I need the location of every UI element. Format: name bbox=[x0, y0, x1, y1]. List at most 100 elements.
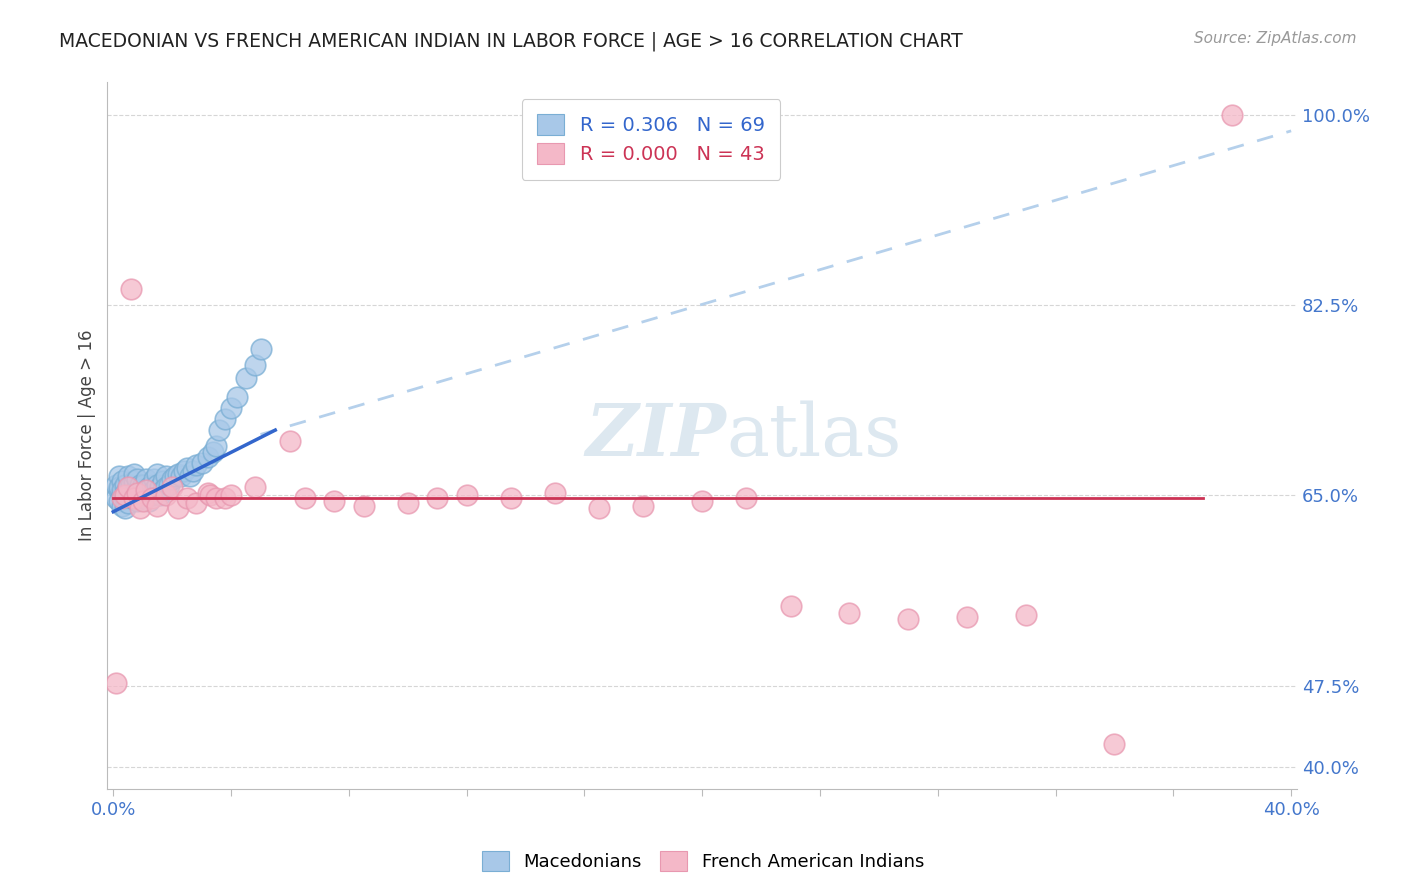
Point bbox=[111, 491, 134, 505]
Point bbox=[149, 488, 172, 502]
Point bbox=[125, 472, 148, 486]
Point bbox=[205, 491, 228, 505]
Point bbox=[1015, 608, 1038, 623]
Point bbox=[294, 491, 316, 505]
Point bbox=[141, 491, 163, 505]
Point bbox=[544, 486, 567, 500]
Point bbox=[176, 491, 198, 505]
Point bbox=[197, 486, 219, 500]
Point bbox=[122, 491, 145, 505]
Point bbox=[125, 480, 148, 494]
Point bbox=[167, 501, 190, 516]
Point bbox=[122, 467, 145, 481]
Point bbox=[167, 467, 190, 481]
Point bbox=[146, 477, 169, 491]
Point bbox=[143, 483, 166, 497]
Point bbox=[132, 477, 155, 491]
Point bbox=[152, 483, 174, 497]
Y-axis label: In Labor Force | Age > 16: In Labor Force | Age > 16 bbox=[79, 330, 96, 541]
Point bbox=[226, 391, 249, 405]
Point bbox=[138, 480, 160, 494]
Point bbox=[128, 501, 150, 516]
Point bbox=[1104, 737, 1126, 751]
Point bbox=[214, 412, 236, 426]
Text: ZIP: ZIP bbox=[585, 400, 725, 471]
Point bbox=[108, 480, 131, 494]
Point bbox=[114, 477, 136, 491]
Point bbox=[125, 493, 148, 508]
Point bbox=[138, 493, 160, 508]
Legend: R = 0.306   N = 69, R = 0.000   N = 43: R = 0.306 N = 69, R = 0.000 N = 43 bbox=[522, 99, 780, 180]
Point bbox=[135, 472, 157, 486]
Point bbox=[396, 496, 419, 510]
Point bbox=[135, 483, 157, 497]
Point bbox=[108, 493, 131, 508]
Point bbox=[105, 491, 128, 505]
Point bbox=[956, 610, 979, 624]
Point bbox=[219, 401, 242, 416]
Point bbox=[1220, 107, 1243, 121]
Point bbox=[160, 472, 183, 486]
Point bbox=[208, 423, 231, 437]
Point bbox=[120, 483, 142, 497]
Point bbox=[173, 465, 195, 479]
Point bbox=[155, 468, 177, 483]
Point bbox=[152, 475, 174, 489]
Point bbox=[114, 491, 136, 505]
Point bbox=[323, 493, 346, 508]
Point bbox=[146, 500, 169, 514]
Text: Source: ZipAtlas.com: Source: ZipAtlas.com bbox=[1194, 31, 1357, 46]
Point bbox=[114, 501, 136, 516]
Point bbox=[143, 472, 166, 486]
Point bbox=[190, 456, 212, 470]
Point bbox=[114, 488, 136, 502]
Point bbox=[176, 461, 198, 475]
Point bbox=[108, 468, 131, 483]
Point bbox=[214, 491, 236, 505]
Point bbox=[456, 488, 478, 502]
Point bbox=[499, 491, 522, 505]
Point bbox=[157, 477, 180, 491]
Point bbox=[117, 488, 139, 502]
Point bbox=[205, 439, 228, 453]
Point bbox=[219, 488, 242, 502]
Point bbox=[128, 491, 150, 505]
Point bbox=[122, 475, 145, 489]
Point bbox=[202, 445, 225, 459]
Point bbox=[155, 488, 177, 502]
Point bbox=[120, 282, 142, 296]
Point bbox=[114, 486, 136, 500]
Point bbox=[141, 477, 163, 491]
Point bbox=[120, 491, 142, 505]
Point bbox=[105, 675, 128, 690]
Point bbox=[690, 493, 713, 508]
Point bbox=[426, 491, 449, 505]
Point bbox=[132, 488, 155, 502]
Point bbox=[170, 468, 193, 483]
Point bbox=[111, 500, 134, 514]
Point bbox=[160, 480, 183, 494]
Text: MACEDONIAN VS FRENCH AMERICAN INDIAN IN LABOR FORCE | AGE > 16 CORRELATION CHART: MACEDONIAN VS FRENCH AMERICAN INDIAN IN … bbox=[59, 31, 963, 51]
Point bbox=[181, 465, 204, 479]
Point bbox=[243, 480, 266, 494]
Point bbox=[105, 477, 128, 491]
Point bbox=[141, 488, 163, 502]
Point bbox=[588, 501, 610, 516]
Point bbox=[108, 483, 131, 497]
Point bbox=[132, 493, 155, 508]
Point bbox=[128, 477, 150, 491]
Point bbox=[838, 606, 860, 620]
Point bbox=[155, 480, 177, 494]
Point bbox=[146, 467, 169, 481]
Point bbox=[249, 342, 271, 356]
Text: atlas: atlas bbox=[725, 401, 901, 471]
Point bbox=[149, 480, 172, 494]
Point bbox=[117, 468, 139, 483]
Point bbox=[122, 488, 145, 502]
Point bbox=[179, 468, 201, 483]
Point bbox=[278, 434, 301, 448]
Point bbox=[353, 500, 375, 514]
Point bbox=[897, 612, 920, 626]
Point bbox=[111, 488, 134, 502]
Point bbox=[197, 450, 219, 465]
